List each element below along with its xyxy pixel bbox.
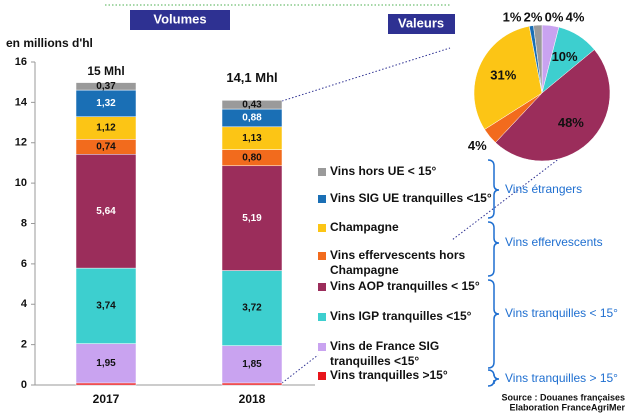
y-tick-label: 0 bbox=[21, 379, 27, 391]
legend-entry: Vins SIG UE tranquilles <15° bbox=[330, 191, 492, 205]
connector bbox=[281, 47, 451, 102]
legend-entry: Vins AOP tranquilles < 15° bbox=[330, 279, 480, 293]
value-label: 0,37 bbox=[96, 81, 116, 92]
bar-segment bbox=[221, 270, 283, 346]
source: Source : Douanes françaises bbox=[501, 392, 625, 402]
bar-segment bbox=[75, 382, 137, 386]
bar-segment bbox=[75, 82, 137, 91]
legend-label: Vins tranquilles >15° bbox=[330, 368, 448, 382]
value-label: 1,32 bbox=[96, 98, 116, 109]
group-label: Vins tranquilles > 15° bbox=[505, 371, 618, 385]
pie-label: 31% bbox=[490, 68, 516, 83]
legend-swatch bbox=[318, 283, 326, 291]
value-label: 0,80 bbox=[242, 152, 262, 163]
bar-segment bbox=[221, 382, 283, 386]
legend-label: Champagne bbox=[330, 220, 399, 234]
brace bbox=[487, 369, 500, 387]
value-label: 3,72 bbox=[242, 303, 262, 314]
pie-label: 48% bbox=[558, 115, 584, 130]
y-tick-label: 14 bbox=[15, 96, 28, 108]
legend-label: Vins SIG UE tranquilles <15° bbox=[330, 191, 492, 205]
y-tick-label: 4 bbox=[21, 298, 28, 310]
header-box bbox=[388, 14, 455, 34]
value-label: 0,43 bbox=[242, 99, 262, 110]
legend-swatch bbox=[318, 224, 326, 232]
y-tick-label: 12 bbox=[15, 137, 27, 149]
value-label: 0,74 bbox=[96, 141, 116, 152]
value-label: 5,19 bbox=[242, 213, 262, 224]
pie-label: 4% bbox=[566, 9, 585, 24]
y-tick-label: 16 bbox=[15, 56, 27, 68]
pie-slice bbox=[473, 25, 543, 130]
bar-segment bbox=[221, 165, 283, 271]
pie-title: Valeurs bbox=[398, 15, 444, 30]
bar-title: Volumes bbox=[153, 11, 206, 26]
total-label: 15 Mhl bbox=[87, 64, 124, 78]
y-tick-label: 6 bbox=[21, 258, 27, 270]
pie-label: 2% bbox=[524, 9, 543, 24]
legend-entry: Vins IGP tranquilles <15° bbox=[330, 309, 472, 323]
pie-slice bbox=[495, 49, 611, 162]
legend-label: Vins hors UE < 15° bbox=[330, 164, 437, 178]
group-label: Vins effervescents bbox=[505, 235, 603, 249]
bar-segment bbox=[75, 154, 137, 269]
group-label: Vins étrangers bbox=[505, 182, 582, 196]
x-tick-label: 2018 bbox=[239, 392, 266, 406]
value-label: 0,88 bbox=[242, 113, 262, 124]
brace bbox=[487, 159, 500, 219]
y-tick-label: 8 bbox=[21, 217, 27, 229]
pie-label: 1% bbox=[503, 9, 522, 24]
total-label: 14,1 Mhl bbox=[226, 70, 277, 85]
connector bbox=[281, 354, 319, 384]
value-label: 3,74 bbox=[96, 301, 116, 312]
bar-segment bbox=[221, 100, 283, 110]
legend-label: Vins AOP tranquilles < 15° bbox=[330, 279, 480, 293]
legend-entry: Vins de France SIG tranquilles <15° bbox=[330, 339, 440, 368]
value-label: 1,85 bbox=[242, 359, 262, 370]
legend-label: Vins effervescents hors Champagne bbox=[330, 248, 466, 277]
pie-label: 0% bbox=[545, 9, 564, 24]
value-label: 1,95 bbox=[96, 358, 116, 369]
bar-segment bbox=[75, 267, 137, 344]
pie-label: 10% bbox=[552, 49, 578, 64]
y-tick-label: 10 bbox=[15, 177, 27, 189]
value-label: 1,13 bbox=[242, 133, 262, 144]
legend-swatch bbox=[318, 168, 326, 176]
connector bbox=[451, 157, 561, 241]
legend-label: Vins IGP tranquilles <15° bbox=[330, 309, 472, 323]
brace bbox=[487, 279, 500, 369]
source: Elaboration FranceAgriMer bbox=[509, 402, 625, 412]
legend-swatch bbox=[318, 313, 326, 321]
legend-swatch bbox=[318, 343, 326, 351]
y-axis-label: en millions d'hl bbox=[6, 36, 93, 50]
legend-entry: Vins hors UE < 15° bbox=[330, 164, 437, 178]
group-label: Vins tranquilles < 15° bbox=[505, 306, 618, 320]
pie-slice bbox=[533, 24, 543, 94]
legend-entry: Vins tranquilles >15° bbox=[330, 368, 448, 382]
x-tick-label: 2017 bbox=[93, 392, 120, 406]
header-box bbox=[130, 10, 230, 30]
value-label: 5,64 bbox=[96, 206, 116, 217]
legend-swatch bbox=[318, 252, 326, 260]
legend-swatch bbox=[318, 195, 326, 203]
y-tick-label: 2 bbox=[21, 339, 27, 351]
legend-entry: Vins effervescents hors Champagne bbox=[330, 248, 466, 277]
bar-segment bbox=[75, 343, 137, 384]
brace bbox=[487, 221, 500, 277]
legend-label: Vins de France SIG tranquilles <15° bbox=[330, 339, 440, 368]
value-label: 1,12 bbox=[96, 123, 116, 134]
pie-label: 4% bbox=[468, 138, 487, 153]
legend-entry: Champagne bbox=[330, 220, 399, 234]
legend-swatch bbox=[318, 372, 326, 380]
